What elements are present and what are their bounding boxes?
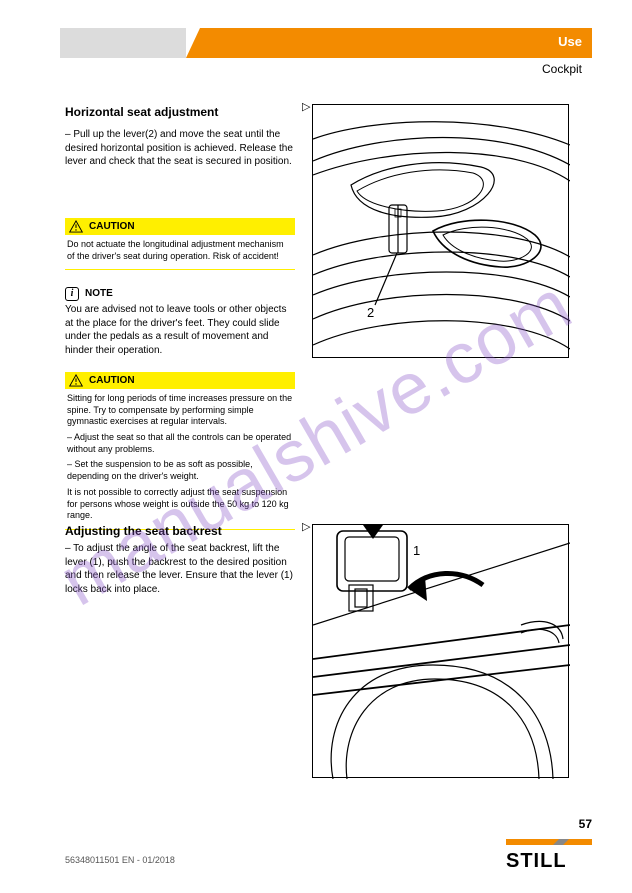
figure-backrest-lever: 1 — [312, 524, 569, 778]
figure-seat-lever: 2 — [312, 104, 569, 358]
logo-text: STILL — [506, 850, 567, 871]
caution-header-2: CAUTION — [65, 372, 295, 389]
figure2-marker: ▷ — [302, 520, 310, 533]
caution2-line-1: – Adjust the seat so that all the contro… — [67, 432, 293, 455]
caution-label-2: CAUTION — [89, 374, 135, 387]
warning-triangle-icon — [69, 220, 83, 233]
still-logo: STILL — [506, 839, 592, 871]
caution-box-2: CAUTION Sitting for long periods of time… — [65, 372, 295, 530]
footer-page-number: 57 — [579, 817, 592, 831]
caution2-line-2: – Set the suspension to be as soft as po… — [67, 459, 293, 482]
caution-rule-1 — [65, 269, 295, 270]
caution-body-1: Do not actuate the longitudinal adjustme… — [65, 235, 295, 264]
seat-lever-illustration: 2 — [313, 105, 570, 359]
note-label: NOTE — [85, 287, 113, 301]
warning-triangle-icon — [69, 374, 83, 387]
backrest-paragraph: – To adjust the angle of the seat backre… — [65, 542, 295, 596]
caution-header-1: CAUTION — [65, 218, 295, 235]
caution-box-1: CAUTION Do not actuate the longitudinal … — [65, 218, 295, 270]
section-heading: Horizontal seat adjustment — [65, 104, 295, 120]
figure2-callout-1: 1 — [413, 543, 420, 558]
caution2-line-0: Sitting for long periods of time increas… — [67, 393, 293, 428]
section-step: – Pull up the lever(2) and move the seat… — [65, 128, 295, 169]
figure1-marker: ▷ — [302, 100, 310, 113]
info-icon: i — [65, 287, 79, 301]
footer-doc-id: 56348011501 EN - 01/2018 — [65, 855, 175, 865]
caution-body-2: Sitting for long periods of time increas… — [65, 389, 295, 524]
header-orange-block — [186, 28, 592, 58]
backrest-heading: Adjusting the seat backrest — [65, 524, 222, 538]
note-body: You are advised not to leave tools or ot… — [65, 303, 295, 357]
caution-label-1: CAUTION — [89, 220, 135, 233]
page-header: Use — [0, 28, 632, 58]
note-block: i NOTE You are advised not to leave tool… — [65, 287, 295, 357]
figure1-callout-2: 2 — [367, 305, 374, 320]
backrest-lever-illustration: 1 — [313, 525, 570, 779]
caution2-line-3: It is not possible to correctly adjust t… — [67, 487, 293, 522]
chapter-label: Use — [558, 34, 582, 49]
section-block: Horizontal seat adjustment – Pull up the… — [65, 104, 295, 169]
section-subheader: Cockpit — [542, 62, 582, 76]
header-gray-block — [60, 28, 186, 58]
